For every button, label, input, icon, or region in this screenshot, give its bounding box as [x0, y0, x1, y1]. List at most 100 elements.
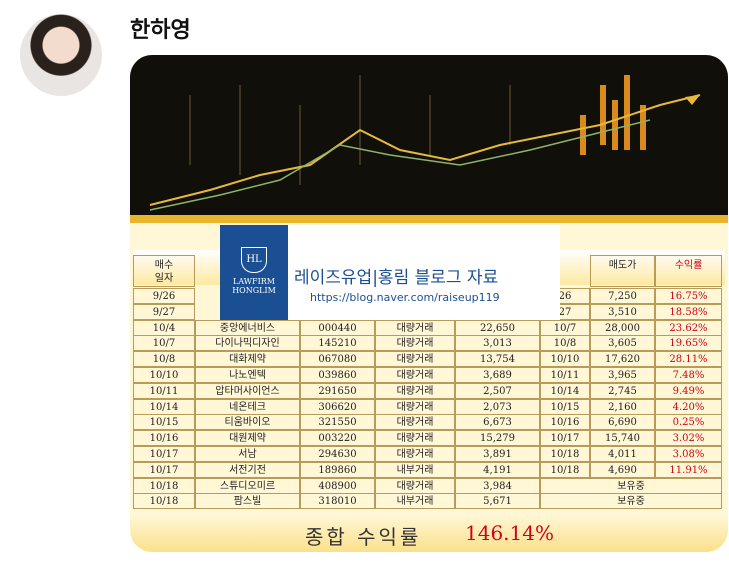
- table-cell: 321550: [300, 414, 375, 431]
- table-cell: 16.75%: [655, 288, 722, 304]
- table-cell: 2,507: [455, 382, 540, 399]
- table-cell: 티움바이오: [195, 414, 300, 431]
- table-cell: 19.65%: [655, 335, 722, 352]
- table-cell: 대량거래: [375, 335, 455, 352]
- table-cell: 22,650: [455, 319, 540, 336]
- table-cell: 10/17: [133, 446, 195, 462]
- table-cell: 10/10: [133, 367, 195, 383]
- logo-line: HONGLIM: [232, 286, 276, 295]
- table-cell: 10/4: [133, 319, 195, 336]
- table-cell: 15,740: [590, 430, 655, 447]
- table-cell: 10/18: [133, 493, 195, 510]
- table-cell: 3.02%: [655, 430, 722, 447]
- table-cell: 9/27: [133, 303, 195, 320]
- table-cell: 4,011: [590, 446, 655, 462]
- table-cell: 매도가: [590, 255, 655, 287]
- table-cell: 다이나믹디자인: [195, 335, 300, 352]
- table-cell: 039860: [300, 367, 375, 383]
- table-cell: 9.49%: [655, 382, 722, 399]
- table-cell: 145210: [300, 335, 375, 352]
- table-cell: 10/7: [133, 335, 195, 352]
- table-cell: 수익률: [655, 255, 722, 287]
- table-cell: 000440: [300, 319, 375, 336]
- table-cell: 0.25%: [655, 414, 722, 431]
- watermark-title: 레이즈유업|홍림 블로그 자료: [294, 268, 499, 288]
- table-cell: 10/10: [540, 351, 590, 368]
- table-cell: 10/11: [133, 382, 195, 399]
- table-cell: 10/17: [133, 461, 195, 478]
- table-cell: 네온테크: [195, 398, 300, 415]
- table-cell: 대량거래: [375, 446, 455, 462]
- table-cell: 408900: [300, 477, 375, 494]
- table-cell: 서전기전: [195, 461, 300, 478]
- logo-line: LAWFIRM: [233, 277, 275, 286]
- logo-box: HL LAWFIRM HONGLIM: [220, 225, 288, 320]
- watermark: HL LAWFIRM HONGLIM 레이즈유업|홍림 블로그 자료 https…: [220, 225, 560, 320]
- table-cell: 압타머사이언스: [195, 382, 300, 399]
- table-cell: 대량거래: [375, 319, 455, 336]
- image-card[interactable]: 매수 일자 매도가 수익률 9/26 26 7,250 16.75% 9/27 27 3,510 1…: [130, 55, 728, 552]
- table-cell: 내부거래: [375, 493, 455, 510]
- table-cell: 3,013: [455, 335, 540, 352]
- table: 매수 일자 매도가 수익률 9/26 26 7,250 16.75% 9/27 27 3,510 1…: [130, 55, 728, 552]
- table-cell: 대량거래: [375, 430, 455, 447]
- table-cell: 7,250: [590, 288, 655, 304]
- table-cell: 23.62%: [655, 319, 722, 336]
- table-cell: 10/8: [540, 335, 590, 352]
- table-cell: 2,160: [590, 398, 655, 415]
- table-cell: 28,000: [590, 319, 655, 336]
- table-cell: 306620: [300, 398, 375, 415]
- table-cell: 10/14: [540, 382, 590, 399]
- table-cell: 보유중: [540, 477, 722, 494]
- table-cell: 대량거래: [375, 414, 455, 431]
- table-cell: 18.58%: [655, 303, 722, 320]
- table-cell: 중앙에너비스: [195, 319, 300, 336]
- table-cell: 대화제약: [195, 351, 300, 368]
- total-value: 146.14%: [465, 521, 554, 545]
- table-cell: 대원제약: [195, 430, 300, 447]
- table-cell: 대량거래: [375, 477, 455, 494]
- table-cell: 10/14: [133, 398, 195, 415]
- table-cell: 나노엔텍: [195, 367, 300, 383]
- table-cell: 9/26: [133, 288, 195, 304]
- table-cell: 067080: [300, 351, 375, 368]
- table-cell: 팜스빌: [195, 493, 300, 510]
- table-cell: 189860: [300, 461, 375, 478]
- table-cell: 2,073: [455, 398, 540, 415]
- table-cell: 2,745: [590, 382, 655, 399]
- table-cell: 3,891: [455, 446, 540, 462]
- chart-illustration: [130, 55, 728, 223]
- table-cell: 6,673: [455, 414, 540, 431]
- watermark-url: https://blog.naver.com/raiseup119: [310, 291, 500, 304]
- total-label: 종합 수익률: [305, 525, 422, 549]
- table-cell: 13,754: [455, 351, 540, 368]
- table-cell: 대량거래: [375, 367, 455, 383]
- table-cell: 003220: [300, 430, 375, 447]
- table-cell: 294630: [300, 446, 375, 462]
- table-cell: 10/15: [540, 398, 590, 415]
- logo-mark: HL: [241, 247, 267, 273]
- table-cell: 매수 일자: [133, 255, 195, 287]
- table-cell: 스튜디오미르: [195, 477, 300, 494]
- table-cell: 11.91%: [655, 461, 722, 478]
- table-cell: 4.20%: [655, 398, 722, 415]
- table-cell: 7.48%: [655, 367, 722, 383]
- table-cell: 내부거래: [375, 461, 455, 478]
- table-cell: 10/18: [540, 461, 590, 478]
- table-cell: 3,510: [590, 303, 655, 320]
- table-cell: 대량거래: [375, 351, 455, 368]
- avatar[interactable]: [20, 14, 102, 96]
- table-cell: 서남: [195, 446, 300, 462]
- table-cell: 3,689: [455, 367, 540, 383]
- table-cell: 4,690: [590, 461, 655, 478]
- table-cell: 3.08%: [655, 446, 722, 462]
- table-cell: 10/15: [133, 414, 195, 431]
- table-cell: 4,191: [455, 461, 540, 478]
- table-cell: 10/11: [540, 367, 590, 383]
- table-cell: 3,984: [455, 477, 540, 494]
- table-cell: 15,279: [455, 430, 540, 447]
- table-cell: 17,620: [590, 351, 655, 368]
- table-cell: 10/18: [133, 477, 195, 494]
- table-cell: 3,605: [590, 335, 655, 352]
